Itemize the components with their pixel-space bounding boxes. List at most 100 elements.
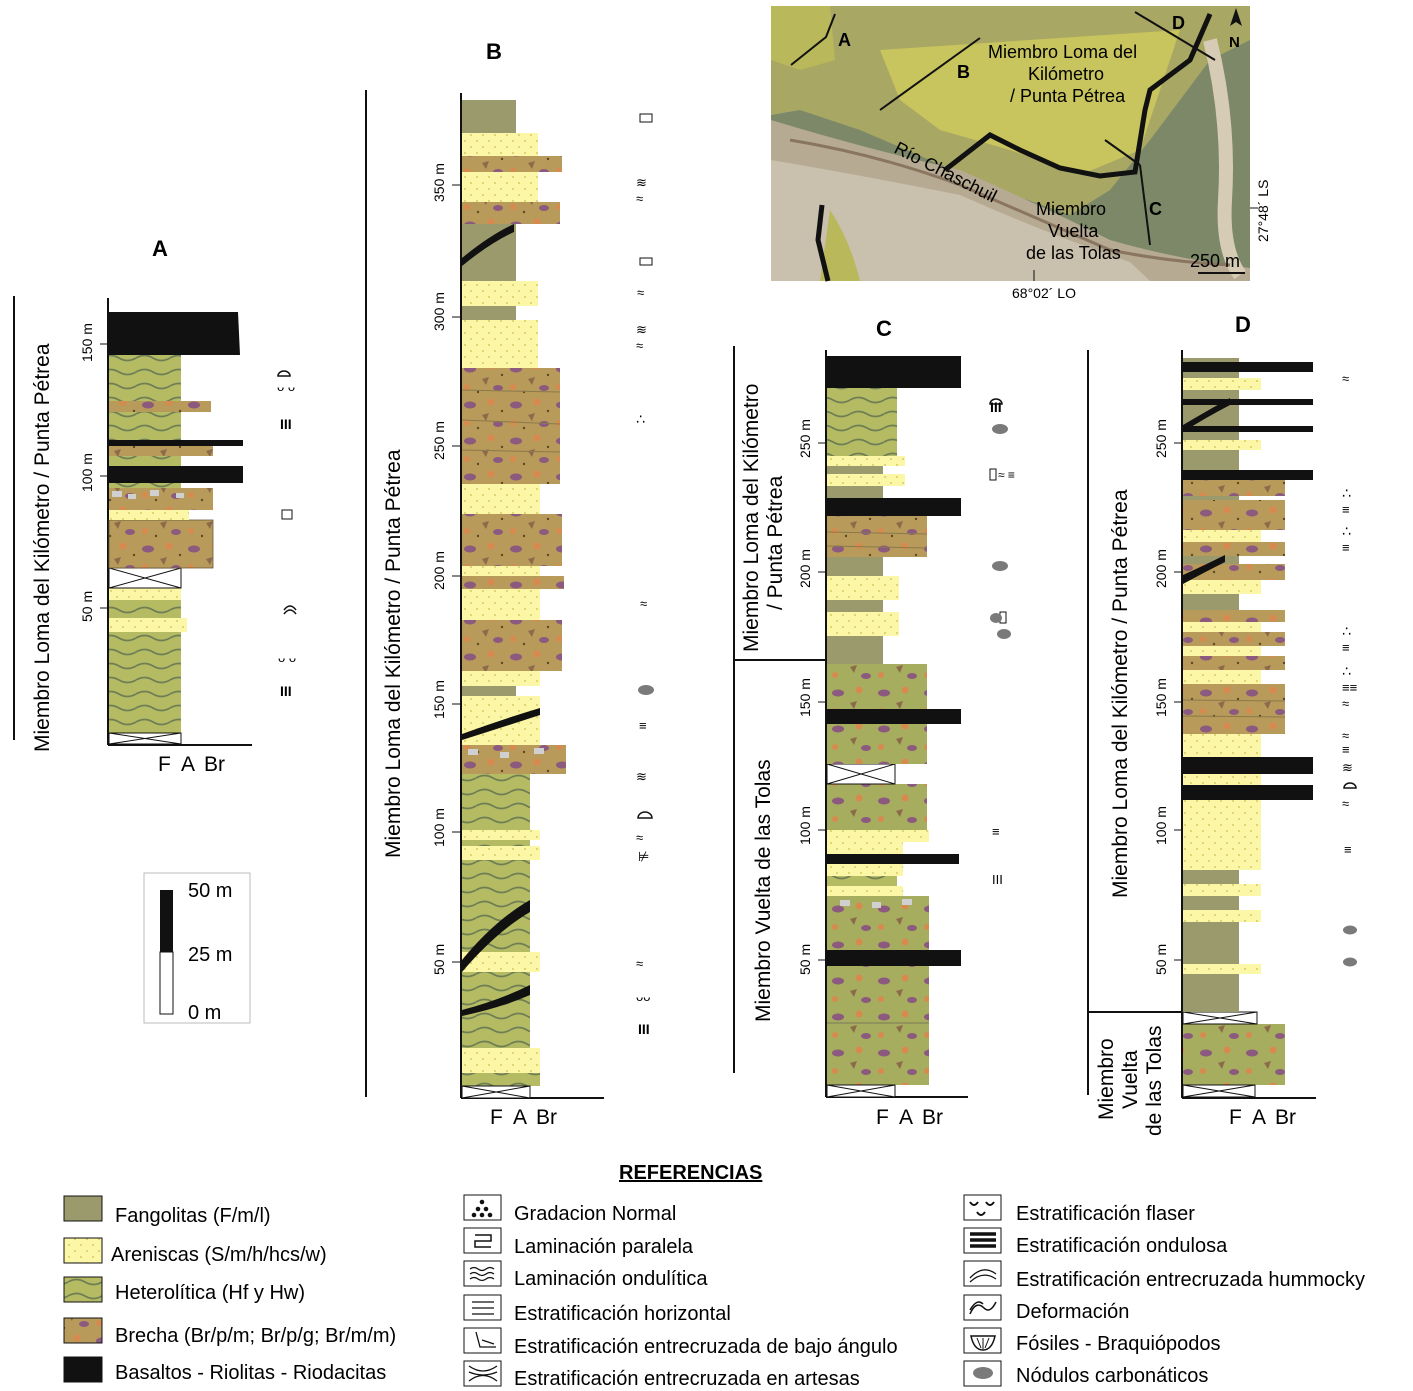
svg-text:ᴗ ᴗ: ᴗ ᴗ <box>278 650 296 665</box>
svg-text:≈: ≈ <box>1342 696 1349 711</box>
column-b-axis-f: F <box>490 1106 503 1129</box>
column-d-tick-200: 200 m <box>1153 549 1169 588</box>
column-b-tick-250: 250 m <box>431 421 447 460</box>
column-d-member-lower-3: de las Tolas <box>1143 1025 1166 1136</box>
svg-text:≡: ≡ <box>1342 540 1350 555</box>
svg-text:≈: ≈ <box>636 338 643 353</box>
location-map: A B C D Miembro Loma del Kilómetro / Pun… <box>771 6 1271 301</box>
column-a-member-label: Miembro Loma del Kilómetro / Punta Pétre… <box>31 343 54 752</box>
column-c-member-upper-1: Miembro Loma del Kilómetro <box>740 384 763 652</box>
svg-text:∴: ∴ <box>1342 485 1351 501</box>
legend-deformacion: Deformación <box>1016 1301 1129 1323</box>
horizontal-bedding-icon <box>472 1301 494 1315</box>
legend-hummocky: Estratificación entrecruzada hummocky <box>1016 1269 1365 1291</box>
column-d-tick-50: 50 m <box>1153 944 1169 975</box>
svg-text:≡: ≡ <box>1342 640 1350 655</box>
column-d-member-lower-1: Miembro <box>1095 1038 1118 1120</box>
column-c-axis-br: Br <box>922 1106 943 1129</box>
svg-text:⊭: ⊭ <box>638 849 649 864</box>
svg-text:≈: ≈ <box>636 956 643 971</box>
map-member-bottom-2: Vuelta <box>1048 221 1099 241</box>
svg-text:≋: ≋ <box>636 769 647 784</box>
swatch-areniscas <box>63 1237 103 1264</box>
scale-label-50: 50 m <box>188 880 232 902</box>
dots-triangle-icon <box>471 1199 493 1218</box>
column-d-tick-150: 150 m <box>1153 678 1169 717</box>
map-member-top-2: Kilómetro <box>1028 64 1104 84</box>
column-b-axis-a: A <box>513 1106 527 1129</box>
svg-text:≋: ≋ <box>636 175 647 190</box>
svg-text:III: III <box>992 872 1003 887</box>
column-c-title: C <box>876 316 892 341</box>
flaser-icon <box>969 1201 995 1216</box>
column-c-axis-a: A <box>899 1106 913 1129</box>
legend-ondulosa: Estratificación ondulosa <box>1016 1235 1228 1257</box>
svg-text:≈: ≈ <box>637 285 644 300</box>
column-a-tick-100: 100 m <box>79 453 95 492</box>
column-b: B Miembro Loma del Kilómetro / Punta Pét… <box>365 39 654 1129</box>
swatch-brecha <box>63 1317 103 1344</box>
swatch-heterolitica <box>63 1276 103 1303</box>
column-b-tick-350: 350 m <box>431 163 447 202</box>
column-b-tick-50: 50 m <box>431 944 447 975</box>
svg-text:≈: ≈ <box>636 191 643 206</box>
svg-text:III: III <box>280 416 292 432</box>
column-a-axis-br: Br <box>204 753 225 776</box>
svg-text:≈: ≈ <box>1342 796 1349 811</box>
references-legend: REFERENCIAS Fangolitas (F/m/l) Areniscas… <box>63 1162 1365 1390</box>
legend-bajo-angulo: Estratificación entrecruzada de bajo áng… <box>514 1336 898 1358</box>
map-north-label: N <box>1229 34 1240 51</box>
column-d-axis-a: A <box>1252 1106 1266 1129</box>
column-b-tick-300: 300 m <box>431 292 447 331</box>
map-label-a: A <box>838 30 851 50</box>
column-a-axis-f: F <box>158 753 171 776</box>
scale-bar: 50 m 25 m 0 m <box>143 872 251 1024</box>
column-b-tick-150: 150 m <box>431 680 447 719</box>
column-c-member-lower: Miembro Vuelta de las Tolas <box>752 759 775 1022</box>
ripple-lamination-icon <box>469 1266 495 1282</box>
column-b-tick-200: 200 m <box>431 551 447 590</box>
svg-text:≡: ≡ <box>1344 842 1352 857</box>
map-lat-label: 27°48´ LS <box>1255 180 1271 242</box>
legend-laminacion-paralela: Laminación paralela <box>514 1236 694 1258</box>
svg-text:≡: ≡ <box>639 718 647 733</box>
trough-cross-icon <box>468 1365 498 1382</box>
legend-basaltos: Basaltos - Riolitas - Riodacitas <box>115 1362 386 1384</box>
column-d: D Miembro Loma del Kilómetro / Punta Pét… <box>1087 312 1357 1136</box>
map-member-bottom-3: de las Tolas <box>1026 243 1121 263</box>
legend-nodulos: Nódulos carbonáticos <box>1016 1365 1208 1387</box>
svg-text:≈ ≡: ≈ ≡ <box>998 468 1015 482</box>
svg-text:III: III <box>990 399 1002 415</box>
column-c: C Miembro Loma del Kilómetro / Punta Pét… <box>733 316 1015 1129</box>
column-b-axis-br: Br <box>536 1106 557 1129</box>
map-member-top-1: Miembro Loma del <box>988 42 1137 62</box>
column-c-tick-50: 50 m <box>797 944 813 975</box>
svg-text:≡≡: ≡≡ <box>1342 680 1357 695</box>
map-scale-label: 250 m <box>1190 251 1240 271</box>
svg-text:III: III <box>280 683 292 699</box>
legend-artesas: Estratificación entrecruzada en artesas <box>514 1368 860 1390</box>
low-angle-cross-icon <box>475 1331 496 1348</box>
map-member-top-3: / Punta Pétrea <box>1010 86 1126 106</box>
north-arrow-icon <box>1230 8 1242 26</box>
svg-text:≡: ≡ <box>1342 502 1350 517</box>
column-a-axis-a: A <box>181 753 195 776</box>
column-d-axis-f: F <box>1229 1106 1242 1129</box>
svg-text:ᴗ ᴗ: ᴗ ᴗ <box>277 379 295 394</box>
column-b-title: B <box>486 39 502 64</box>
map-member-bottom-1: Miembro <box>1036 199 1106 219</box>
legend-areniscas: Areniscas (S/m/h/hcs/w) <box>111 1244 327 1266</box>
svg-text:≈: ≈ <box>1342 371 1349 386</box>
legend-flaser: Estratificación flaser <box>1016 1203 1195 1225</box>
column-d-axis-br: Br <box>1275 1106 1296 1129</box>
deformation-icon <box>969 1301 997 1315</box>
map-lon-label: 68°02´ LO <box>1012 285 1076 301</box>
svg-text:≡: ≡ <box>992 824 1000 839</box>
map-label-c: C <box>1149 199 1162 219</box>
column-d-member-upper: Miembro Loma del Kilómetro / Punta Pétre… <box>1109 489 1132 898</box>
legend-fangolitas: Fangolitas (F/m/l) <box>115 1205 271 1227</box>
legend-brecha: Brecha (Br/p/m; Br/p/g; Br/m/m) <box>115 1325 396 1347</box>
swatch-fangolitas <box>63 1195 103 1222</box>
column-c-member-upper-2: / Punta Pétrea <box>764 475 787 610</box>
